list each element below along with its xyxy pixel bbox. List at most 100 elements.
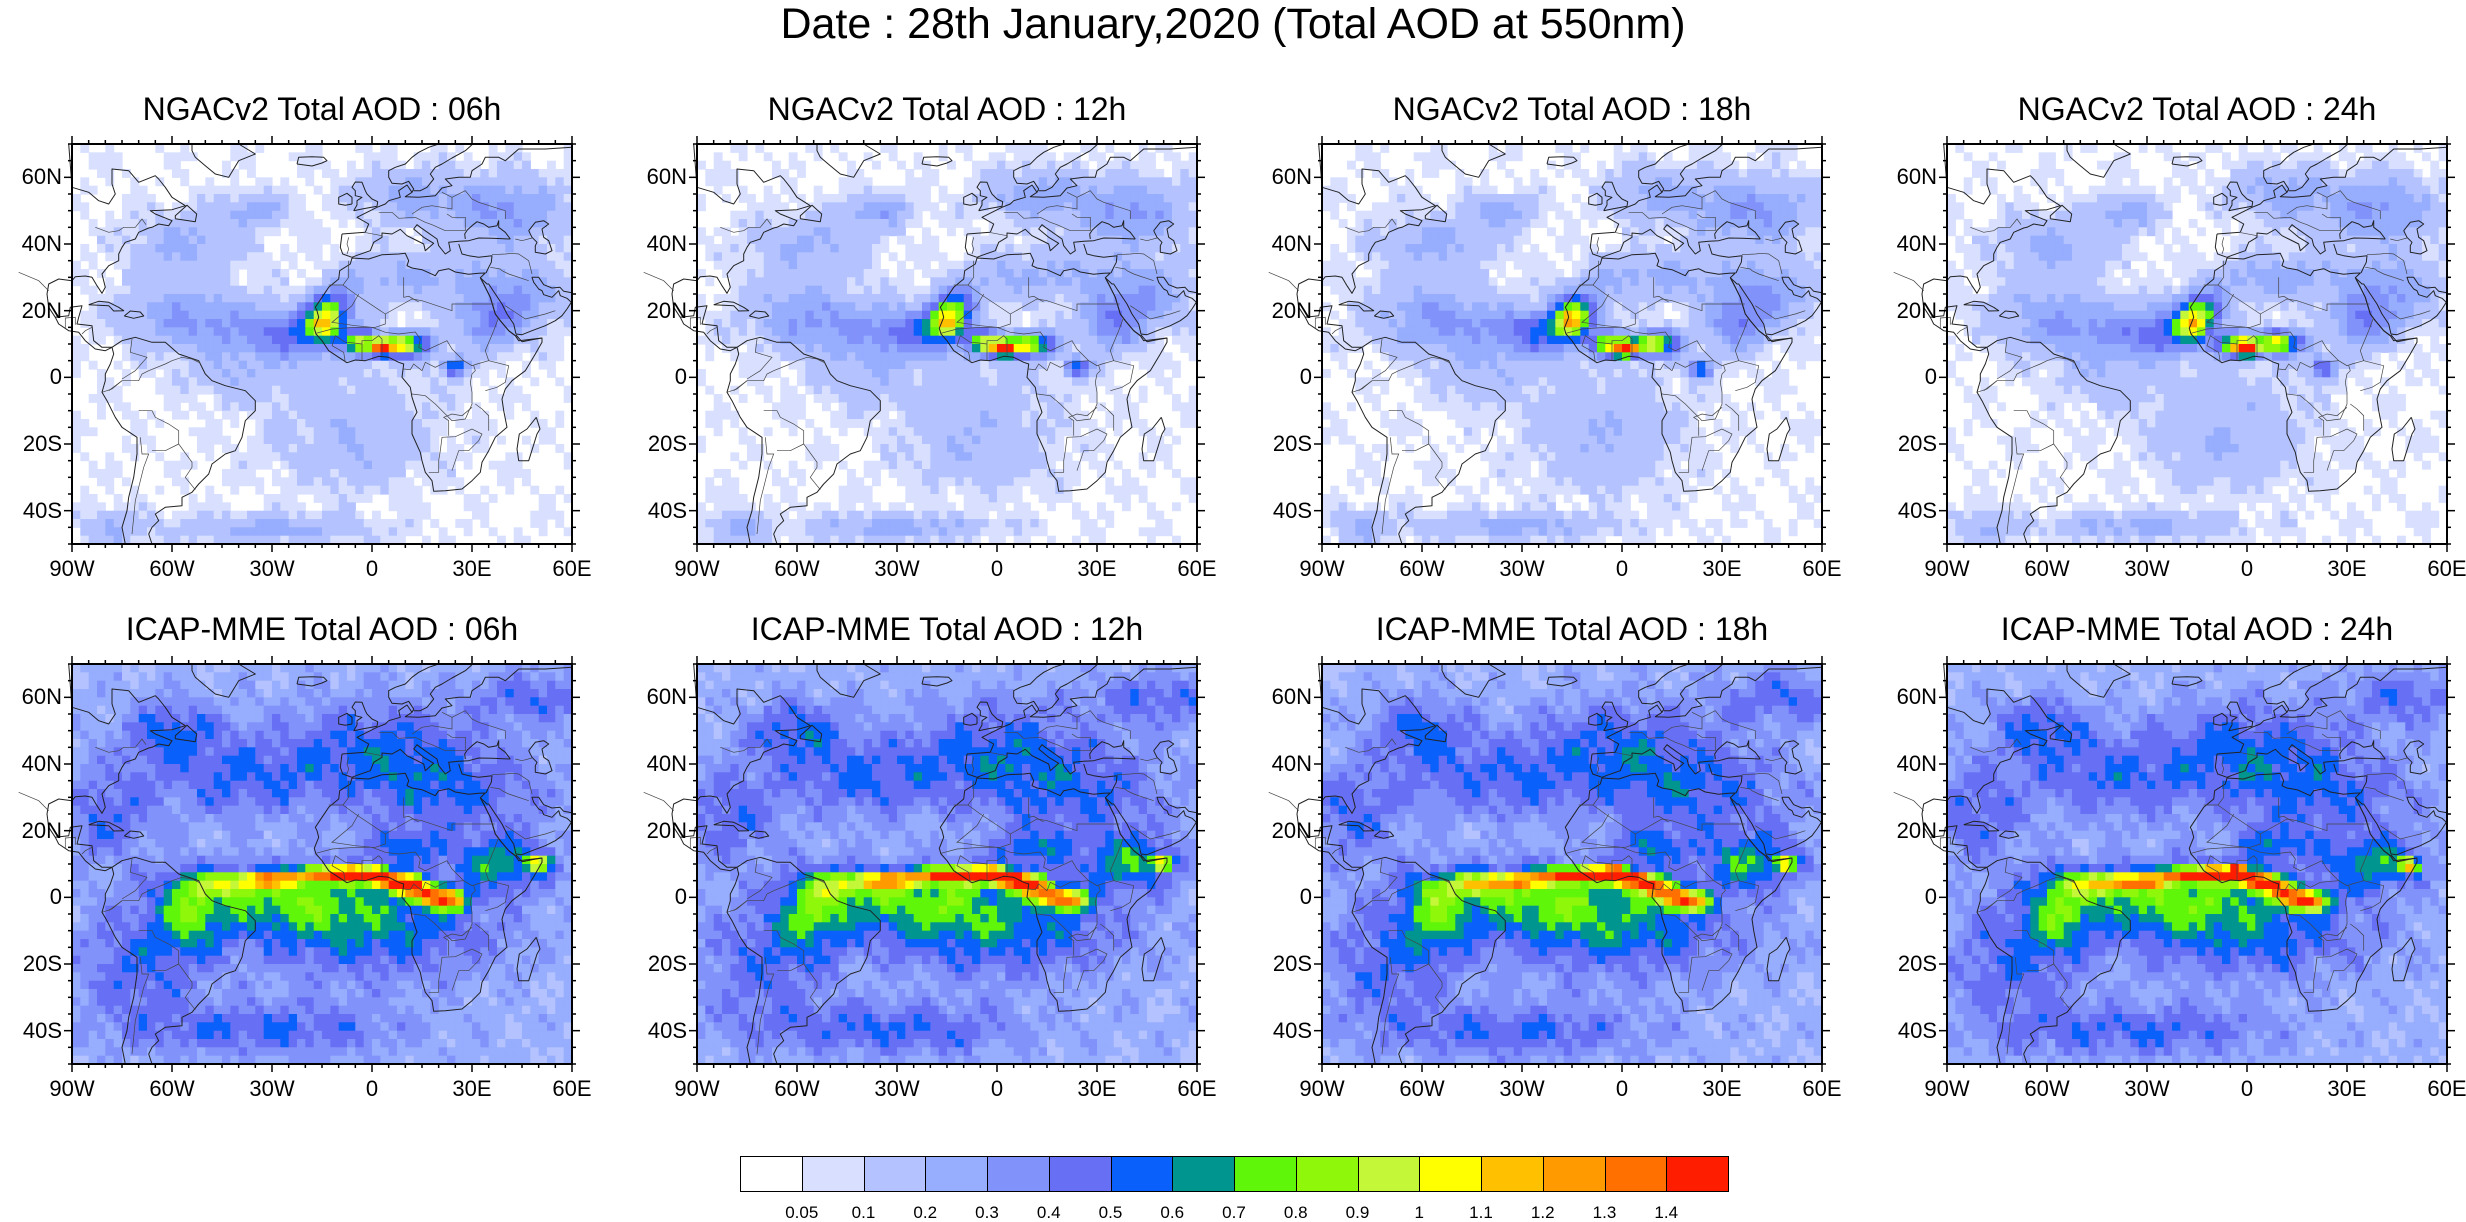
lat-tick-label: 20N (1885, 299, 1937, 322)
map-panel: NGACv2 Total AOD : 12h 60N 40N 20N 0 20S 40S 90… (643, 92, 1217, 580)
colorbar-swatch (1604, 1156, 1668, 1192)
lon-tick-label: 30W (1487, 558, 1557, 580)
lat-tick-label: 60N (1260, 166, 1312, 188)
coastline-africa (938, 772, 1168, 1012)
colorbar-swatch (740, 1156, 803, 1192)
lon-tick-label: 60W (1387, 558, 1457, 580)
coastline-south-america (1351, 856, 1506, 1065)
coastlines (1296, 663, 1823, 1065)
coastlines (671, 663, 1198, 1065)
lon-tick-label: 30W (862, 558, 932, 580)
coastline-greenland (191, 143, 256, 178)
lat-tick-label: 20S (635, 953, 687, 975)
lon-tick-label: 60W (762, 1078, 832, 1100)
coastline-arabia (479, 796, 573, 856)
lon-tick-label: 0 (2212, 558, 2282, 580)
coastline-iceland (2171, 156, 2203, 167)
colorbar-swatch (1172, 1156, 1235, 1192)
panel-title: ICAP-MME Total AOD : 06h (12, 612, 632, 646)
lat-tick-label: 20S (1885, 433, 1937, 455)
coastline-turkey-levant (1708, 763, 1743, 794)
lat-tick-label: 20N (635, 299, 687, 322)
lon-tick-label: 90W (37, 558, 107, 580)
coastline-europe (966, 664, 1198, 755)
lat-tick-label: 0 (1885, 366, 1937, 388)
colorbar-tick-label: 1.3 (1575, 1204, 1635, 1222)
lon-tick-label: 30E (1687, 1078, 1757, 1100)
lat-tick-label: 40S (635, 499, 687, 522)
coastline-uk (1601, 181, 1629, 212)
coastline-central-america (1304, 825, 1363, 872)
coastline-uk (2226, 701, 2254, 732)
country-borders (1268, 710, 1806, 1055)
coastline-africa (2188, 772, 2418, 1012)
lon-tick-label: 60E (1787, 558, 1857, 580)
lat-tick-label: 20N (1260, 819, 1312, 842)
lon-tick-label: 30W (2112, 558, 2182, 580)
coastline-cuba (88, 820, 125, 832)
aod-field (1947, 144, 2448, 545)
coastline-south-america (726, 856, 881, 1065)
lon-tick-label: 30E (2312, 1078, 2382, 1100)
coastline-black-sea (2339, 740, 2386, 760)
coastline-madagascar (2391, 936, 2416, 982)
coastline-caspian (1153, 740, 1178, 775)
coastline-iberia-med (339, 744, 511, 778)
coastline-hispaniola (1998, 310, 2020, 319)
lon-tick-label: 90W (37, 1078, 107, 1100)
coastline-newfoundland (174, 724, 198, 743)
coastline-gulf-aden (1765, 854, 1793, 863)
colorbar-tick-label: 0.6 (1142, 1204, 1202, 1222)
axis-ticks (1314, 136, 1830, 552)
lon-tick-label: 60W (137, 1078, 207, 1100)
lat-tick-label: 0 (1260, 886, 1312, 908)
coastlines (1296, 143, 1823, 545)
coastline-madagascar (516, 416, 541, 462)
axis-ticks (64, 136, 580, 552)
lon-tick-label: 30W (862, 1078, 932, 1100)
lat-tick-label: 60N (635, 686, 687, 708)
coastline-turkey-levant (2333, 243, 2368, 274)
coastline-iceland (1546, 676, 1578, 687)
lat-tick-label: 20N (1885, 819, 1937, 842)
lon-tick-label: 30E (2312, 558, 2382, 580)
coastline-south-america (1351, 336, 1506, 545)
coastline-uk (2226, 181, 2254, 212)
coastline-greenland (2066, 663, 2131, 698)
country-borders (18, 710, 556, 1055)
axis-ticks (689, 136, 1205, 552)
colorbar-tick-label: 0.05 (772, 1204, 832, 1222)
coastline-uk (976, 701, 1004, 732)
lon-tick-label: 0 (962, 558, 1032, 580)
coastline-cuba (713, 300, 750, 312)
panel-title: ICAP-MME Total AOD : 24h (1887, 612, 2466, 646)
lat-tick-label: 60N (635, 166, 687, 188)
lat-tick-label: 20S (10, 953, 62, 975)
map-panel: ICAP-MME Total AOD : 12h 60N 40N 20N 0 20S 40S… (643, 612, 1217, 1100)
coastline-greenland (1441, 143, 1506, 178)
coastline-iceland (921, 156, 953, 167)
lat-tick-label: 40N (1260, 753, 1312, 775)
panel-title: NGACv2 Total AOD : 24h (1887, 92, 2466, 126)
coastline-central-america (679, 305, 738, 352)
coastline-africa (313, 252, 543, 492)
coastline-north-america (1296, 143, 1436, 318)
aod-colorbar: 0.05 0.1 0.2 0.3 0.4 0.5 0.6 0.7 0.8 0.9 1 1.1 1.2 1.… (740, 1156, 1729, 1222)
coastline-iceland (296, 156, 328, 167)
lat-tick-label: 40S (1260, 1019, 1312, 1042)
colorbar-tick-label: 0.1 (834, 1204, 894, 1222)
coastline-hispaniola (1373, 830, 1395, 839)
colorbar-swatch (1295, 1156, 1359, 1192)
coastline-newfoundland (2049, 724, 2073, 743)
coastline-europe (966, 144, 1198, 235)
coastline-newfoundland (1424, 724, 1448, 743)
axis-ticks (64, 656, 580, 1072)
coastline-red-sea (479, 797, 516, 857)
lat-tick-label: 60N (1885, 166, 1937, 188)
colorbar-tick-label: 0.7 (1204, 1204, 1264, 1222)
coastline-caspian (1778, 740, 1803, 775)
coastline-iceland (296, 676, 328, 687)
coastline-gulf-aden (1140, 334, 1168, 343)
colorbar-tick-label: 0.8 (1266, 1204, 1326, 1222)
